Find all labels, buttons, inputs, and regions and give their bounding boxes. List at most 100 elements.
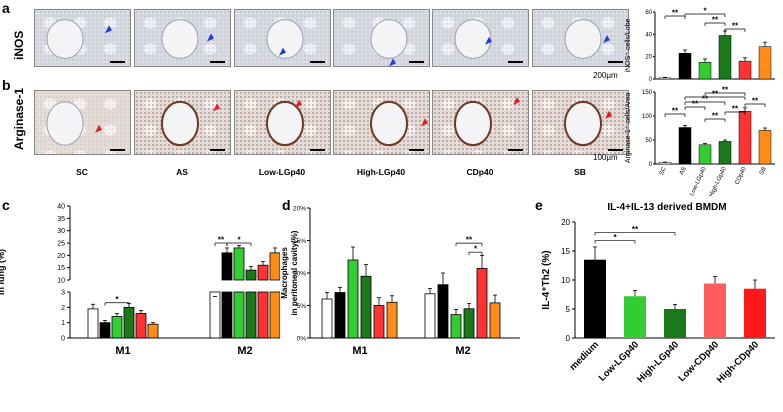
y-axis-label: in lung (%) bbox=[0, 249, 6, 295]
y-tick-label: 10 bbox=[57, 278, 65, 285]
column-label-low: Low-LGp40 bbox=[258, 167, 306, 177]
significance-label: ** bbox=[712, 16, 719, 25]
bar bbox=[386, 301, 398, 339]
significance-label: ** bbox=[692, 100, 699, 109]
y-tick-label: 5% bbox=[297, 303, 307, 310]
scale-bar bbox=[210, 61, 225, 63]
y-tick-label: 20 bbox=[561, 218, 570, 227]
y-tick-label: 0 bbox=[649, 77, 653, 83]
micrograph-tile bbox=[234, 90, 331, 155]
micrograph-tile bbox=[234, 9, 331, 67]
arrowhead-icon bbox=[295, 99, 302, 108]
bar bbox=[718, 35, 732, 80]
panel-letter-d: d bbox=[282, 197, 291, 213]
significance-label: ** bbox=[702, 95, 709, 104]
panel-letter-b: b bbox=[2, 77, 11, 93]
bar bbox=[489, 302, 501, 339]
micrograph-tile bbox=[333, 90, 430, 155]
bar bbox=[738, 60, 752, 80]
scale-bar bbox=[210, 149, 225, 151]
chart-bmdm: IL-4+IL-13 derived BMDM IL-4⁺Th2 (%) 0 5 10 1… bbox=[541, 202, 775, 386]
scale-bar bbox=[110, 149, 125, 151]
micrograph-tile bbox=[432, 9, 529, 67]
x-tick-label: High-LGp40 bbox=[709, 166, 728, 196]
bar bbox=[658, 162, 672, 165]
chart-peritoneal-macrophages: Macrophages in peritoneal cavity(%) 0% 5% 10… bbox=[280, 206, 520, 357]
bar bbox=[758, 46, 772, 80]
y-tick-label: 10% bbox=[293, 271, 306, 278]
y-tick-label: 10 bbox=[561, 276, 570, 285]
micrograph-tile bbox=[34, 90, 131, 155]
significance-label: ** bbox=[722, 86, 729, 95]
bar bbox=[698, 62, 712, 80]
y-tick-label: 15% bbox=[293, 238, 306, 245]
bar bbox=[744, 288, 766, 338]
significance-label: ** bbox=[218, 236, 225, 245]
column-label-cd: CDp40 bbox=[466, 167, 494, 177]
bar bbox=[233, 247, 245, 281]
scale-label-b: 100μm bbox=[593, 153, 618, 162]
airway-lumen bbox=[454, 100, 492, 147]
y-tick-label: 50 bbox=[645, 138, 652, 144]
y-tick-label: 2 bbox=[61, 305, 65, 312]
bar bbox=[678, 53, 692, 80]
bar bbox=[758, 130, 772, 165]
airway-lumen bbox=[46, 19, 84, 59]
micrograph-tile bbox=[532, 9, 629, 67]
bar-lower-segment bbox=[245, 291, 257, 339]
micrograph-tile bbox=[333, 9, 430, 67]
x-tick-label: High-CDp40 bbox=[715, 339, 761, 385]
x-tick-label: SC bbox=[659, 166, 668, 177]
y-axis-label: in peritoneal cavity(%) bbox=[290, 230, 299, 315]
airway-lumen bbox=[161, 19, 199, 59]
y-tick-label: 0 bbox=[566, 334, 571, 343]
significance-label: ** bbox=[732, 105, 739, 114]
chart-arginase: 0 50 100 150 Arginase-1⁺ cells/Area SC AS Low-L… bbox=[625, 86, 775, 196]
micrograph-tile bbox=[34, 9, 131, 67]
bar bbox=[373, 305, 385, 339]
x-tick-label: AS bbox=[679, 166, 688, 176]
panel-letter-a: a bbox=[2, 0, 10, 16]
bar bbox=[463, 308, 475, 339]
scale-bar bbox=[508, 149, 523, 151]
x-tick-label: M1 bbox=[115, 345, 130, 357]
chart-title: IL-4+IL-13 derived BMDM bbox=[607, 202, 726, 213]
y-tick-label: 5 bbox=[566, 305, 571, 314]
bar bbox=[584, 259, 606, 338]
arrowhead-icon bbox=[421, 118, 428, 127]
y-tick-label: 1 bbox=[61, 320, 65, 327]
significance-label: ** bbox=[712, 90, 719, 99]
arrowhead-icon bbox=[603, 35, 610, 44]
y-axis-label: IL-4⁺Th2 (%) bbox=[541, 250, 552, 309]
y-tick-label: 150 bbox=[642, 90, 653, 96]
significance-label: ** bbox=[752, 97, 759, 106]
y-tick-label: 100 bbox=[642, 114, 653, 120]
significance-label: * bbox=[115, 295, 119, 304]
scale-bar bbox=[409, 149, 424, 151]
significance-label: ** bbox=[712, 112, 719, 121]
panel-letter-e: e bbox=[535, 197, 543, 213]
significance-label: * bbox=[237, 236, 241, 245]
significance-label: * bbox=[703, 7, 707, 16]
arrowhead-icon bbox=[605, 110, 612, 119]
scale-bar bbox=[508, 61, 523, 63]
y-tick-label: 15 bbox=[57, 265, 65, 272]
significance-label: ** bbox=[672, 107, 679, 116]
airway-lumen bbox=[564, 19, 602, 59]
y-axis-label: Arginase-1⁺ cells/Area bbox=[625, 93, 632, 163]
y-tick-label: 0 bbox=[61, 336, 65, 343]
bar bbox=[424, 293, 436, 339]
micrograph-tile bbox=[134, 90, 231, 155]
arrowhead-icon bbox=[485, 36, 492, 45]
bar bbox=[437, 284, 449, 339]
micrograph-tile bbox=[134, 9, 231, 67]
bar bbox=[664, 309, 686, 338]
bar bbox=[147, 323, 159, 339]
column-label-as: AS bbox=[176, 167, 188, 177]
row-label-arginase: Arginase-1 bbox=[12, 87, 26, 150]
bar bbox=[321, 298, 333, 339]
bar bbox=[738, 110, 752, 165]
bar-lower-segment bbox=[233, 291, 245, 339]
y-tick-label: 20 bbox=[645, 55, 652, 61]
